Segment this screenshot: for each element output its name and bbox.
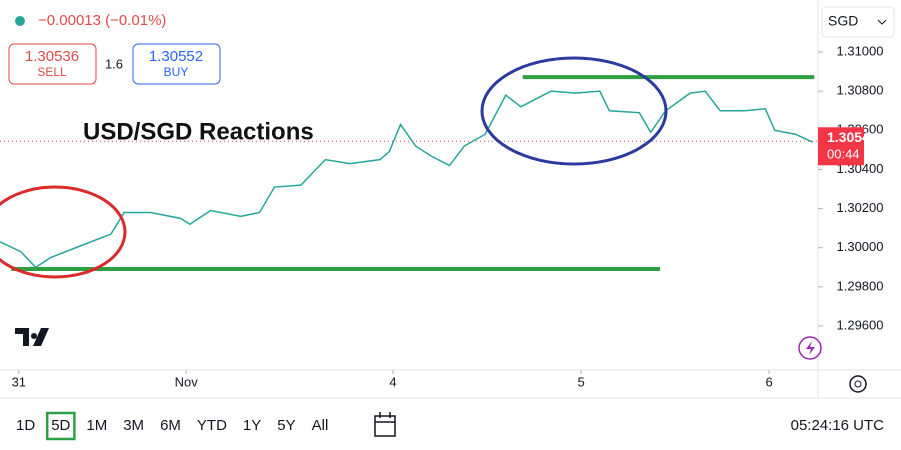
logo bbox=[31, 333, 37, 339]
currency: SGD bbox=[828, 13, 858, 29]
change: −0.00013 (−0.01%) bbox=[38, 12, 166, 29]
annotation: USD/SGD Reactions bbox=[83, 118, 314, 145]
y-tick-label: 1.29600 bbox=[837, 317, 884, 332]
clock: 05:24:16 UTC bbox=[791, 417, 885, 434]
timeframe[interactable]: All bbox=[312, 417, 329, 434]
active-timeframe bbox=[45, 411, 76, 441]
buy-label: BUY bbox=[164, 65, 189, 79]
timeframe[interactable]: 1M bbox=[86, 417, 107, 434]
dropdown-icon bbox=[877, 19, 887, 25]
timeframe[interactable]: 6M bbox=[160, 417, 181, 434]
timeframe[interactable]: 5Y bbox=[277, 417, 295, 434]
last-price-tag bbox=[818, 127, 864, 166]
spread: 1.6 bbox=[105, 56, 123, 71]
logo bbox=[15, 328, 49, 346]
timeframe[interactable]: 1D bbox=[16, 417, 35, 434]
price-line bbox=[0, 90, 813, 269]
y-tick-label: 1.30000 bbox=[837, 239, 884, 254]
timeframe[interactable]: YTD bbox=[197, 417, 227, 434]
currency-select[interactable] bbox=[821, 6, 895, 38]
countdown: 00:44 bbox=[827, 147, 860, 162]
timeframe[interactable]: 5D bbox=[51, 417, 70, 434]
date-range-icon[interactable] bbox=[374, 412, 396, 437]
y-tick-label: 1.29800 bbox=[837, 278, 884, 293]
plot bbox=[0, 51, 823, 374]
y-tick-label: 1.30800 bbox=[837, 83, 884, 98]
alert-icon bbox=[806, 341, 815, 355]
x-tick-label: 31 bbox=[12, 374, 26, 389]
buy-price: 1.30552 bbox=[149, 48, 203, 65]
sell-price: 1.30536 bbox=[25, 48, 79, 65]
x-tick-label: 5 bbox=[577, 374, 584, 389]
sell-button[interactable] bbox=[8, 43, 97, 85]
timeframe[interactable]: 3M bbox=[123, 417, 144, 434]
timeframe[interactable]: 1Y bbox=[243, 417, 261, 434]
x-tick-label: Nov bbox=[175, 374, 199, 389]
highlight-circle bbox=[0, 185, 127, 279]
last-price-label: 1.30544 bbox=[827, 129, 878, 145]
x-tick-label: 4 bbox=[389, 374, 396, 389]
y-tick-label: 1.30200 bbox=[837, 200, 884, 215]
highlight-circle bbox=[480, 56, 668, 166]
sell-label: SELL bbox=[37, 65, 67, 79]
settings-icon bbox=[854, 380, 862, 388]
x-tick-label: 6 bbox=[765, 374, 772, 389]
settings-icon[interactable] bbox=[849, 375, 867, 393]
y-tick-label: 1.31000 bbox=[837, 43, 884, 58]
timeframes: 1D 5D 1M 3M 6M YTD 1Y 5Y All bbox=[16, 411, 329, 441]
buy-button[interactable] bbox=[132, 43, 221, 85]
status-dot bbox=[15, 16, 25, 26]
